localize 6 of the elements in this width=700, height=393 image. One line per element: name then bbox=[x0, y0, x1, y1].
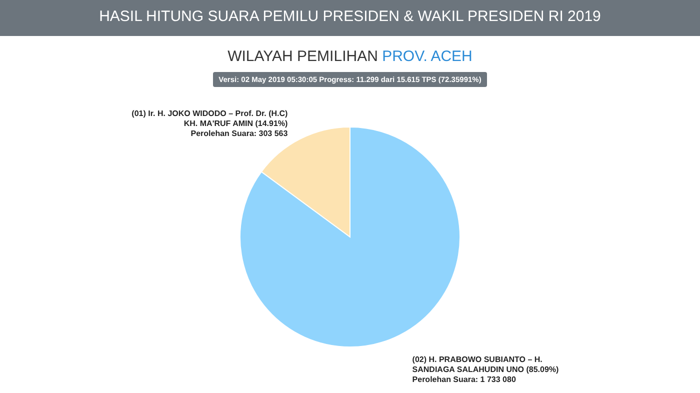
slice-label: (01) Ir. H. JOKO WIDODO – Prof. Dr. (H.C) KH. MA'RUF AMIN (14.91%) bbox=[132, 108, 288, 128]
data-label: Perolehan Suara: 1 733 080 bbox=[412, 375, 516, 384]
chart-title: HASIL HITUNG SUARA PEMILU PRESIDEN & WAKIL PRESIDEN RI 2019 bbox=[0, 0, 700, 36]
data-label: Perolehan Suara: 303 563 bbox=[190, 128, 288, 138]
chart-subtitle: WILAYAH PEMILIHAN PROV. ACEH bbox=[226, 48, 474, 65]
slice-label: (02) H. PRABOWO SUBIANTO – H. SANDIAGA SALAHUDIN UNO (85.09%) bbox=[412, 355, 560, 374]
